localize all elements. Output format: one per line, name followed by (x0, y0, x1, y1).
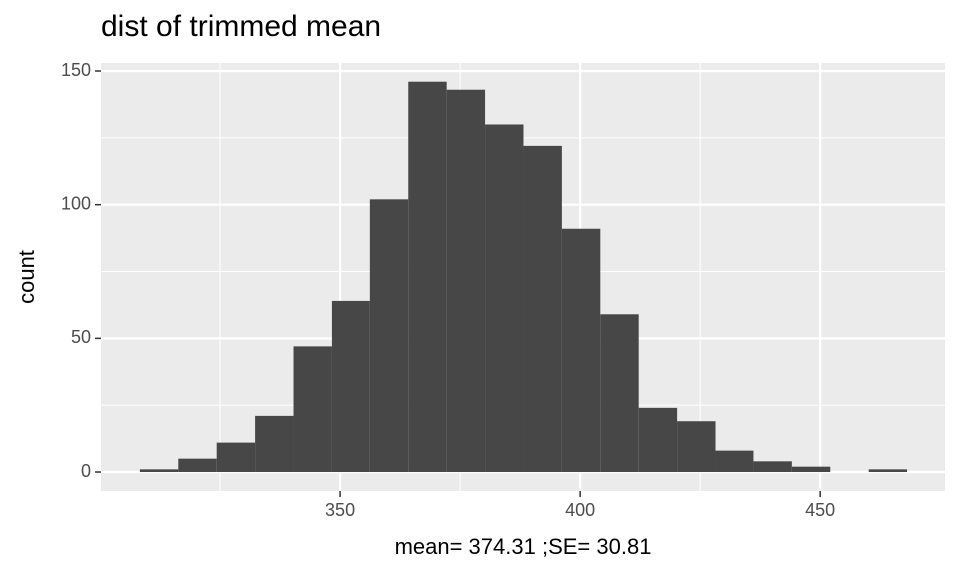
x-tick-label: 400 (565, 500, 595, 520)
bar (255, 415, 294, 473)
y-axis-label: count (14, 250, 39, 304)
y-tick-label: 0 (81, 461, 91, 481)
bar (446, 89, 486, 473)
bar (216, 442, 256, 473)
bar (293, 346, 332, 473)
bar (369, 199, 409, 473)
bar (561, 228, 601, 473)
bar (753, 461, 792, 473)
bar (791, 466, 831, 473)
bar (408, 81, 447, 473)
bar (638, 407, 678, 473)
y-tick-label: 150 (61, 60, 91, 80)
bar (331, 300, 370, 473)
bar (178, 458, 217, 473)
bar (139, 469, 179, 473)
x-tick-label: 450 (805, 500, 835, 520)
x-axis-label: mean= 374.31 ;SE= 30.81 (395, 534, 652, 559)
chart-title: dist of trimmed mean (101, 10, 381, 43)
bar (677, 421, 716, 473)
bar (600, 314, 639, 473)
y-tick-label: 100 (61, 193, 91, 213)
y-tick-label: 50 (71, 327, 91, 347)
x-tick-label: 350 (325, 500, 355, 520)
bar (485, 124, 524, 473)
bar (868, 469, 908, 473)
bar (715, 450, 754, 473)
bar (523, 145, 562, 473)
